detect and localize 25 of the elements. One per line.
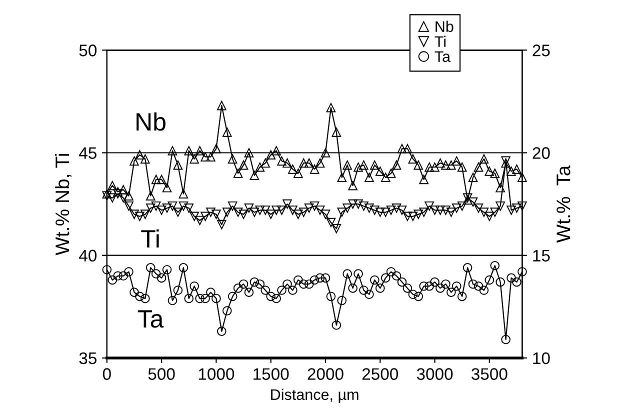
legend-label: Ta: [434, 51, 451, 62]
legend-label: Ti: [434, 36, 446, 47]
x-tick-label: 500: [148, 368, 175, 380]
y-tick-label: 35: [79, 352, 96, 364]
x-tick-label: 1500: [254, 368, 289, 380]
x-tick-label: 0: [102, 368, 111, 380]
y2-tick-label: 15: [533, 250, 550, 262]
legend-label: Nb: [436, 20, 454, 32]
x-tick-label: 3000: [416, 368, 453, 380]
y2-tick-label: 10: [533, 352, 550, 364]
y-tick-label: 50: [79, 44, 97, 56]
y2-tick-label: 25: [532, 44, 550, 56]
y-tick-label: 40: [79, 250, 97, 262]
x-tick-label: 2000: [308, 368, 344, 380]
x-tick-label: 2500: [362, 368, 398, 380]
annotation: Nb: [136, 112, 166, 131]
annotation: Ti: [141, 229, 159, 248]
x-axis-title: Distance, µm: [271, 388, 358, 404]
annotation: Ta: [138, 310, 164, 328]
y-tick-label: 45: [79, 147, 96, 159]
y2-axis-title: Wt.% Ta: [556, 165, 570, 243]
y2-tick-label: 20: [532, 147, 550, 159]
x-tick-label: 1000: [198, 368, 234, 380]
y-axis-title: Wt.% Nb, Ti: [54, 154, 72, 256]
x-tick-label: 3500: [472, 368, 508, 380]
